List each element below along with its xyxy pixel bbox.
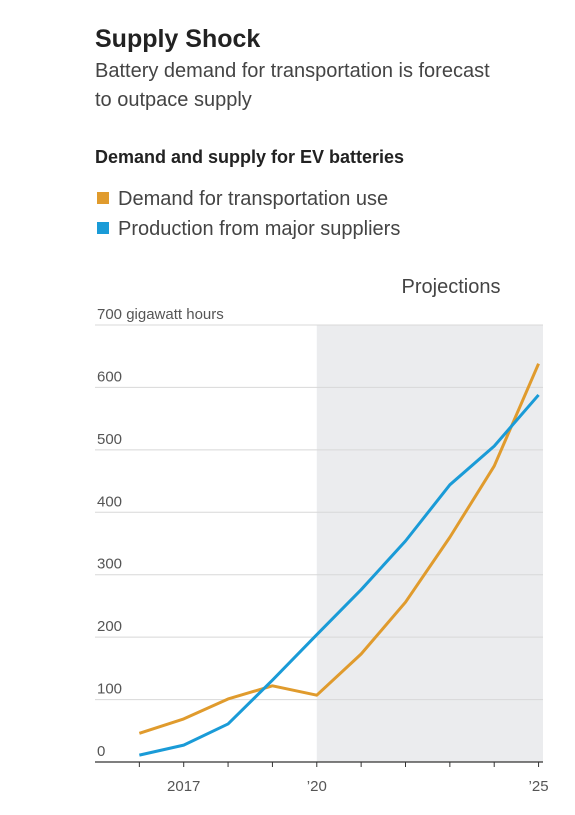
legend-label: Demand for transportation use (118, 188, 388, 210)
legend-label: Production from major suppliers (118, 218, 400, 240)
chart-subtitle: Demand and supply for EV batteries (95, 147, 404, 167)
legend-swatch (97, 222, 109, 234)
subtitle: to outpace supply (95, 89, 252, 111)
y-tick-label: 700 gigawatt hours (97, 306, 224, 323)
series-line (139, 393, 540, 757)
x-tick-label: ’25 (529, 778, 549, 795)
y-tick-label: 500 (97, 431, 122, 448)
series-line (138, 363, 540, 735)
y-tick-label: 200 (97, 618, 122, 635)
annotation: Projections (402, 276, 501, 298)
x-tick-label: 2017 (167, 778, 200, 795)
x-tick-label: ’20 (307, 778, 327, 795)
y-tick-label: 400 (97, 493, 122, 510)
y-tick-label: 100 (97, 681, 122, 698)
projection-shade (316, 325, 543, 762)
y-tick-label: 300 (97, 556, 122, 573)
y-tick-label: 0 (97, 743, 105, 760)
chart-title: Supply Shock (95, 25, 260, 53)
y-tick-label: 600 (97, 368, 122, 385)
legend-swatch (97, 192, 109, 204)
subtitle: Battery demand for transportation is for… (95, 60, 490, 82)
